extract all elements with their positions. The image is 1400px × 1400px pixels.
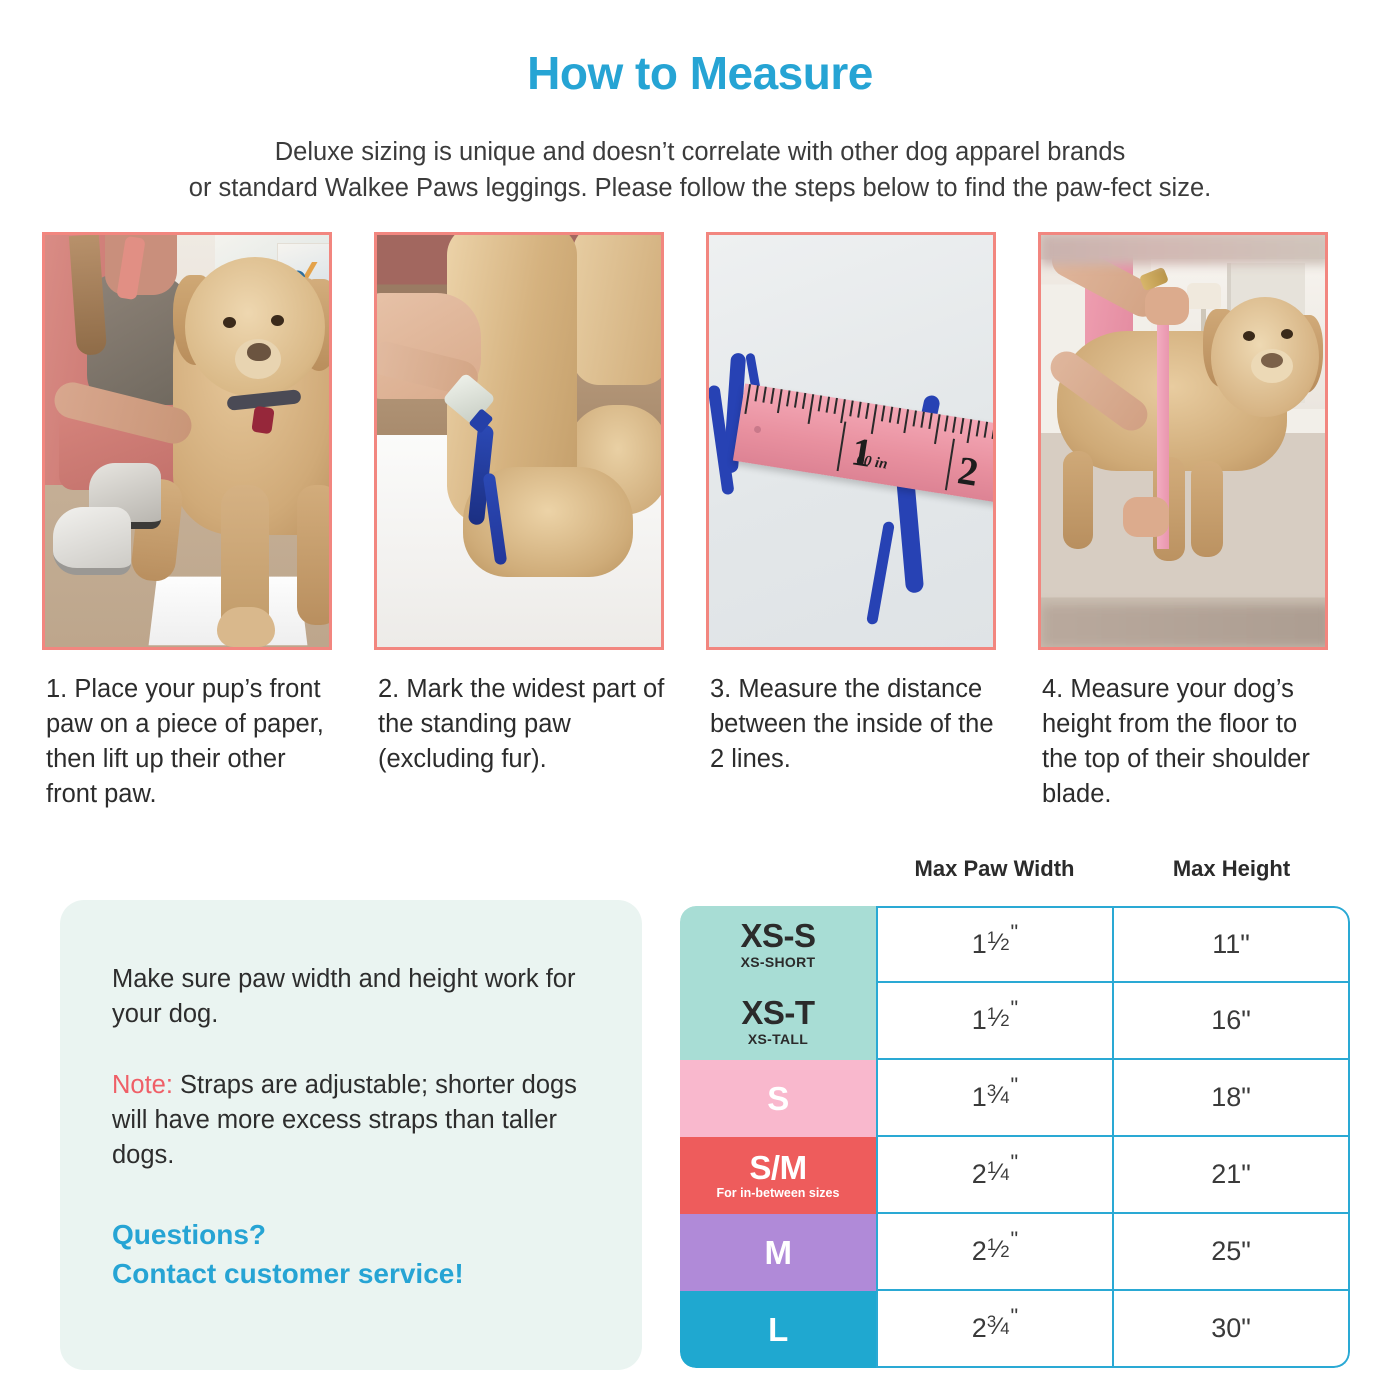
max-height-cell: 25" — [1112, 1214, 1350, 1291]
max-paw-width-cell: 1 3 ⁄ 4 " — [876, 1060, 1112, 1137]
info-note: Note: Straps are adjustable; shorter dog… — [112, 1068, 594, 1173]
max-height-cell: 30" — [1112, 1291, 1350, 1368]
size-label: XS-T — [741, 993, 815, 1031]
size-label-cell: S — [680, 1060, 876, 1137]
step-2-caption: 2. Mark the widest part of the standing … — [378, 675, 665, 773]
step-2-photo — [374, 232, 664, 650]
size-label: L — [768, 1310, 788, 1348]
subtitle-line-1: Deluxe sizing is unique and doesn’t corr… — [274, 138, 1126, 166]
step-photo-strip: 1 60 in 2 — [42, 232, 1358, 650]
customer-service-cta[interactable]: Questions? Contact customer service! — [112, 1215, 594, 1293]
max-paw-width-cell: 2 1 ⁄ 4 " — [876, 1137, 1112, 1214]
step-3-caption: 3. Measure the distance between the insi… — [710, 675, 994, 773]
size-label-cell: L — [680, 1291, 876, 1368]
step-3-photo: 1 60 in 2 — [706, 232, 996, 650]
step-4-photo — [1038, 232, 1328, 650]
size-label-cell: S/M For in-between sizes — [680, 1137, 876, 1214]
size-chart-column-headers: Max Paw Width Max Height — [680, 856, 1350, 898]
table-row: XS-S XS-SHORT 1 1 ⁄ 2 " 11" — [680, 906, 1350, 983]
cta-line-1: Questions? — [112, 1219, 267, 1250]
step-1-photo — [42, 232, 332, 650]
note-label: Note: — [112, 1071, 173, 1099]
size-label: S — [767, 1079, 789, 1117]
cta-line-2: Contact customer service! — [112, 1258, 464, 1289]
max-paw-width-cell: 1 1 ⁄ 2 " — [876, 906, 1112, 983]
size-chart: Max Paw Width Max Height XS-S XS-SHORT 1 1 ⁄… — [680, 856, 1350, 1368]
size-note: For in-between sizes — [716, 1186, 840, 1201]
size-label-cell: M — [680, 1214, 876, 1291]
size-label: S/M — [749, 1148, 807, 1186]
size-label-cell: XS-S XS-SHORT — [680, 906, 876, 983]
ruler-number-2: 2 — [954, 447, 982, 495]
step-captions: 1. Place your pup’s front paw on a piece… — [46, 672, 1358, 812]
info-box: Make sure paw width and height work for … — [60, 900, 642, 1370]
size-sublabel: XS-TALL — [747, 1031, 809, 1048]
step-1-caption: 1. Place your pup’s front paw on a piece… — [46, 675, 324, 808]
table-row: M 2 1 ⁄ 2 " 25" — [680, 1214, 1350, 1291]
size-label: XS-S — [740, 916, 816, 954]
column-header-max-height: Max Height — [1172, 856, 1291, 881]
max-height-cell: 21" — [1112, 1137, 1350, 1214]
column-header-max-paw-width: Max Paw Width — [914, 856, 1075, 881]
step-4-caption: 4. Measure your dog’s height from the fl… — [1042, 675, 1310, 808]
max-paw-width-cell: 2 3 ⁄ 4 " — [876, 1291, 1112, 1368]
size-chart-table: XS-S XS-SHORT 1 1 ⁄ 2 " 11" XS-T XS-TALL 1 1 ⁄ 2 " 16" S… — [680, 906, 1350, 1368]
size-label-cell: XS-T XS-TALL — [680, 983, 876, 1060]
max-height-cell: 18" — [1112, 1060, 1350, 1137]
size-label: M — [764, 1233, 793, 1271]
max-paw-width-cell: 1 1 ⁄ 2 " — [876, 983, 1112, 1060]
table-row: S/M For in-between sizes 2 1 ⁄ 4 " 21" — [680, 1137, 1350, 1214]
max-height-cell: 11" — [1112, 906, 1350, 983]
size-sublabel: XS-SHORT — [740, 954, 816, 971]
page-subtitle: Deluxe sizing is unique and doesn’t corr… — [0, 134, 1400, 206]
measuring-tape-icon — [1157, 317, 1169, 549]
table-row: S 1 3 ⁄ 4 " 18" — [680, 1060, 1350, 1137]
info-paragraph-1: Make sure paw width and height work for … — [112, 965, 576, 1028]
max-paw-width-cell: 2 1 ⁄ 2 " — [876, 1214, 1112, 1291]
subtitle-line-2: or standard Walkee Paws leggings. Please… — [188, 174, 1212, 202]
max-height-cell: 16" — [1112, 983, 1350, 1060]
table-row: XS-T XS-TALL 1 1 ⁄ 2 " 16" — [680, 983, 1350, 1060]
note-text: Straps are adjustable; shorter dogs will… — [112, 1071, 577, 1169]
table-row: L 2 3 ⁄ 4 " 30" — [680, 1291, 1350, 1368]
page-title: How to Measure — [527, 47, 873, 99]
